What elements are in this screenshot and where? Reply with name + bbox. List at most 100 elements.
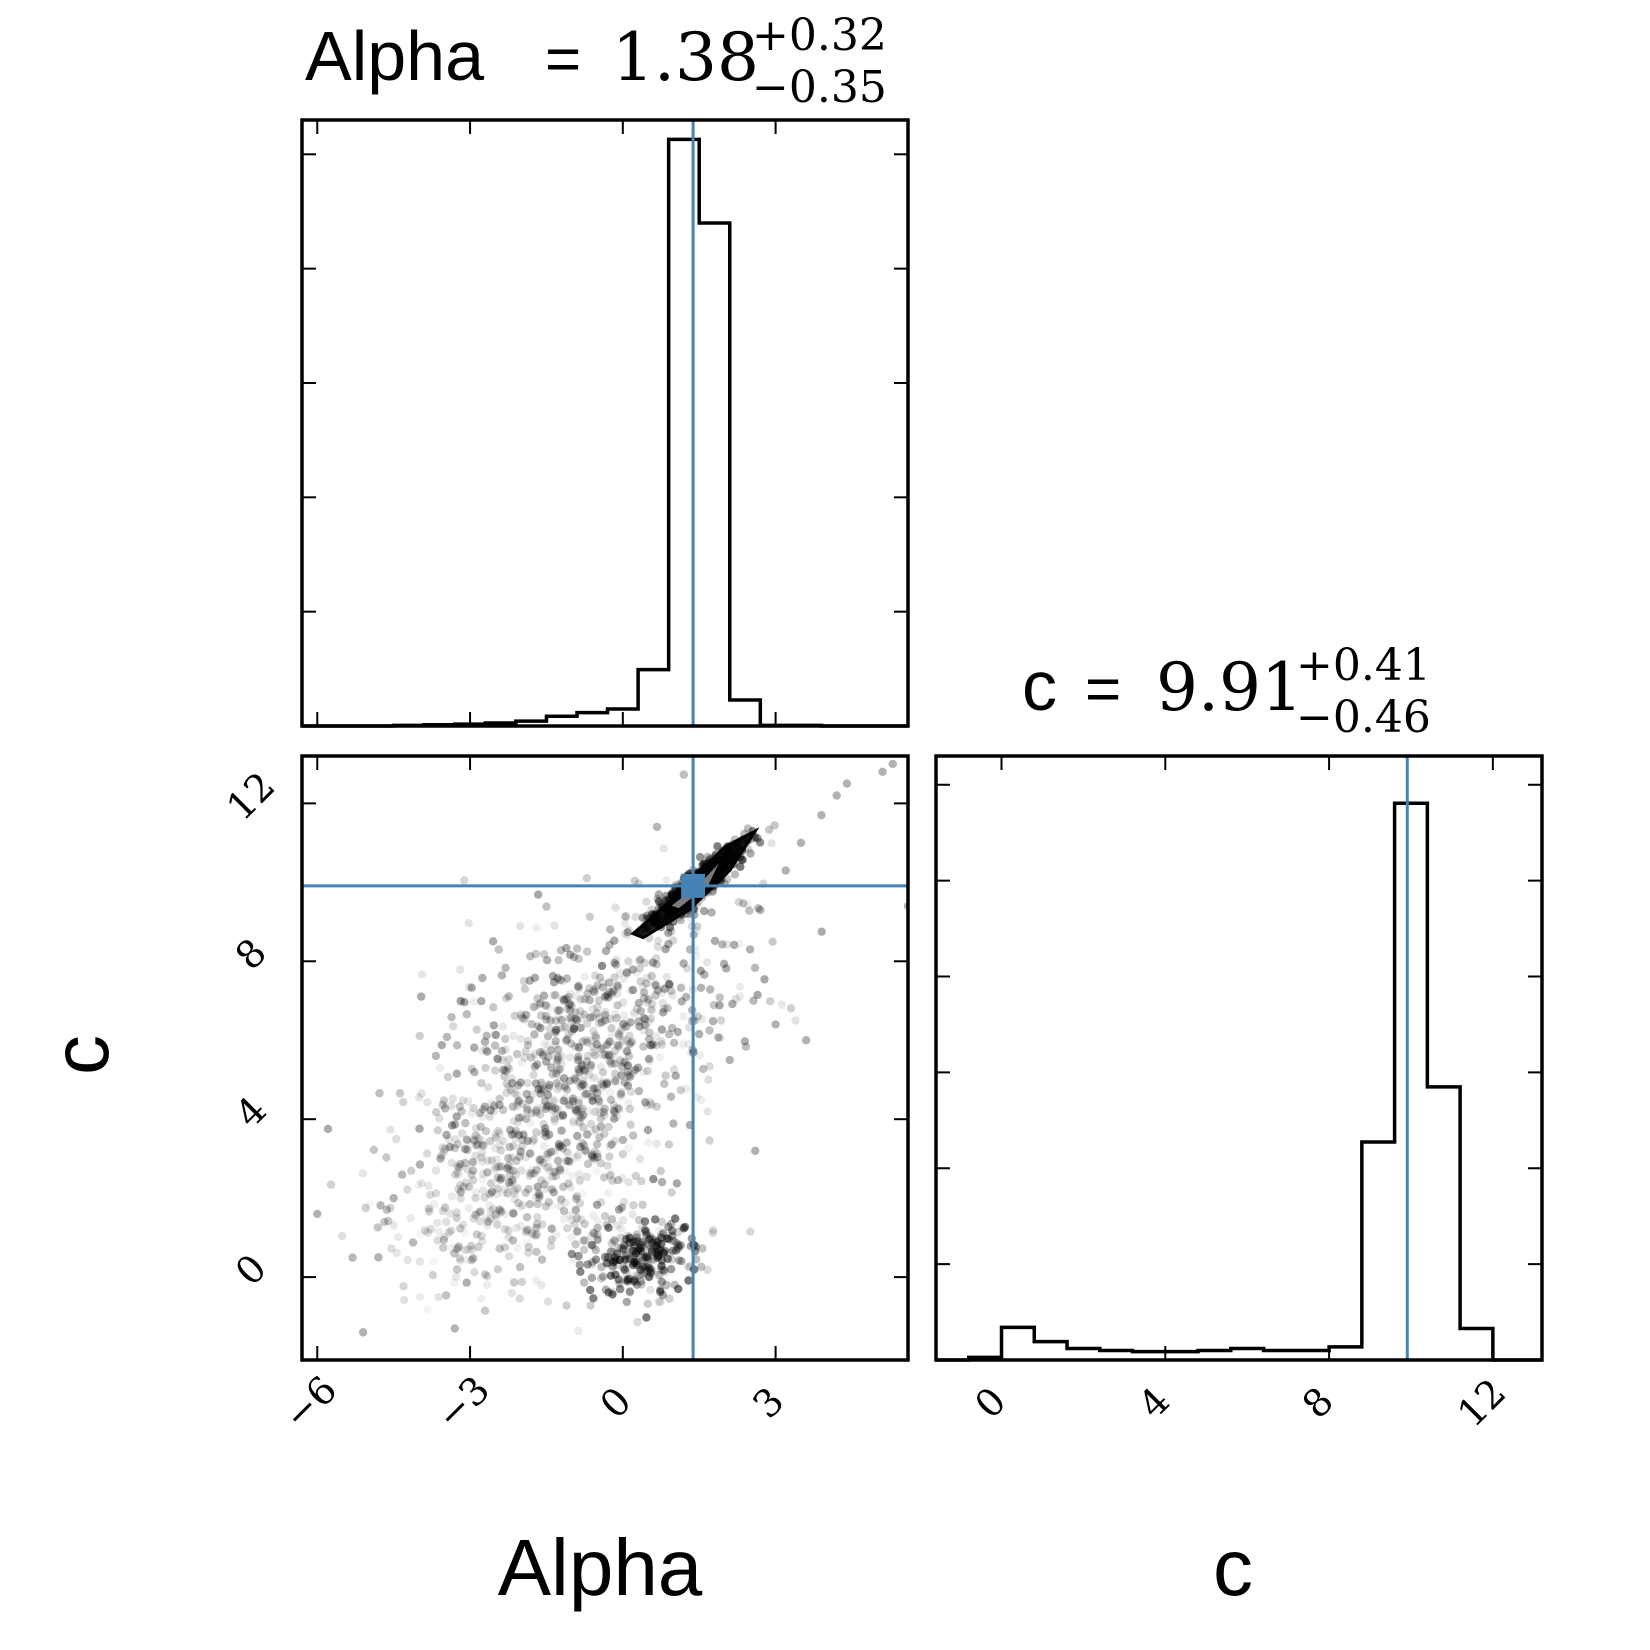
scatter-point xyxy=(462,1135,472,1144)
scatter-point xyxy=(612,955,621,964)
scatter-point xyxy=(476,1122,485,1132)
scatter-point xyxy=(559,1074,569,1083)
scatter-point xyxy=(500,1072,509,1081)
scatter-point xyxy=(495,1129,504,1138)
scatter-point xyxy=(596,1044,606,1054)
scatter-point xyxy=(676,1241,686,1250)
scatter-point xyxy=(620,1078,629,1087)
scatter-point xyxy=(547,1102,557,1111)
scatter-point xyxy=(652,1041,661,1050)
scatter-point xyxy=(607,1023,616,1033)
scatter-point xyxy=(594,1095,603,1104)
scatter-point xyxy=(623,1061,633,1071)
scatter-point xyxy=(591,1246,600,1255)
scatter-point xyxy=(601,946,611,956)
scatter-point xyxy=(639,988,649,997)
scatter-point xyxy=(527,1053,536,1062)
scatter-point xyxy=(671,1246,681,1256)
scatter-point xyxy=(628,1037,637,1046)
scatter-point xyxy=(494,1162,503,1171)
scatter-point xyxy=(658,998,667,1008)
scatter-point xyxy=(458,1096,467,1105)
scatter-point xyxy=(495,1094,504,1104)
scatter-point xyxy=(556,1195,566,1204)
scatter-point xyxy=(569,1119,578,1128)
scatter-outlier-point xyxy=(817,811,826,820)
scatter-point xyxy=(770,821,779,830)
scatter-point xyxy=(485,1112,494,1121)
scatter-point xyxy=(598,978,607,987)
scatter-point xyxy=(529,1002,539,1012)
scatter-point xyxy=(644,995,653,1004)
scatter-point xyxy=(631,1237,640,1247)
scatter-point xyxy=(632,1230,641,1239)
scatter-point xyxy=(426,1224,436,1234)
scatter-point xyxy=(562,1301,571,1310)
scatter-point xyxy=(508,1175,517,1185)
scatter-point xyxy=(529,1070,538,1080)
scatter-point xyxy=(666,1092,676,1101)
scatter-point xyxy=(491,1129,500,1139)
scatter-point xyxy=(705,1136,714,1145)
scatter-point xyxy=(447,1012,456,1022)
scatter-point xyxy=(442,1032,452,1042)
scatter-point xyxy=(431,1166,441,1175)
scatter-point xyxy=(668,991,677,1000)
scatter-point xyxy=(563,1004,572,1014)
scatter-point xyxy=(472,1230,481,1239)
scatter-point xyxy=(596,1122,606,1131)
scatter-point xyxy=(488,1204,498,1214)
scatter-point xyxy=(607,1031,616,1040)
scatter-point xyxy=(456,1180,465,1190)
scatter-point xyxy=(586,1060,596,1070)
scatter-point xyxy=(671,1214,680,1223)
scatter-point xyxy=(543,1153,552,1162)
scatter-point xyxy=(421,1226,430,1235)
scatter-point xyxy=(537,1255,547,1264)
scatter-point xyxy=(651,981,660,990)
scatter-point xyxy=(665,980,674,989)
scatter-point xyxy=(644,1240,653,1250)
scatter-point xyxy=(598,1068,608,1077)
scatter-point xyxy=(505,1125,515,1135)
scatter-point xyxy=(482,1280,492,1290)
scatter-point xyxy=(533,994,542,1003)
scatter-point xyxy=(641,1239,651,1249)
scatter-point xyxy=(477,1231,486,1241)
scatter-point xyxy=(631,1258,640,1268)
scatter-point xyxy=(777,1000,786,1009)
scatter-point xyxy=(558,976,567,986)
scatter-point xyxy=(504,1153,513,1163)
scatter-point xyxy=(577,1060,587,1070)
scatter-point xyxy=(817,927,826,936)
hist-c-xtick-label-3: 12 xyxy=(1449,1370,1514,1435)
scatter-point xyxy=(571,1106,581,1116)
scatter-point xyxy=(530,1051,539,1060)
scatter-point xyxy=(601,1016,610,1025)
scatter-point xyxy=(599,1111,609,1120)
scatter-point xyxy=(548,1069,557,1079)
scatter-point xyxy=(547,1224,556,1233)
scatter-point xyxy=(544,1130,554,1139)
scatter-xtick-label-1: −3 xyxy=(427,1367,498,1438)
scatter-point xyxy=(653,1237,663,1246)
scatter-point xyxy=(553,1055,562,1064)
scatter-point xyxy=(452,1069,461,1078)
scatter-point xyxy=(655,1270,665,1280)
scatter-point xyxy=(479,1105,488,1114)
scatter-point xyxy=(619,1019,628,1029)
scatter-point xyxy=(504,1252,514,1261)
scatter-point xyxy=(498,1136,508,1146)
scatter-point xyxy=(485,1201,494,1210)
scatter-point xyxy=(589,1084,599,1093)
scatter-point xyxy=(544,1080,554,1090)
scatter-point xyxy=(607,989,616,998)
scatter-point xyxy=(399,1282,408,1291)
scatter-point xyxy=(606,1051,616,1060)
scatter-outlier-point xyxy=(313,1209,322,1219)
scatter-point xyxy=(700,970,709,979)
scatter-point xyxy=(597,1018,607,1027)
scatter-point xyxy=(641,1227,650,1237)
scatter-alpha-c-panel: −6 −3 0 3 0 4 8 12 xyxy=(218,754,910,1438)
scatter-point xyxy=(666,1264,676,1274)
